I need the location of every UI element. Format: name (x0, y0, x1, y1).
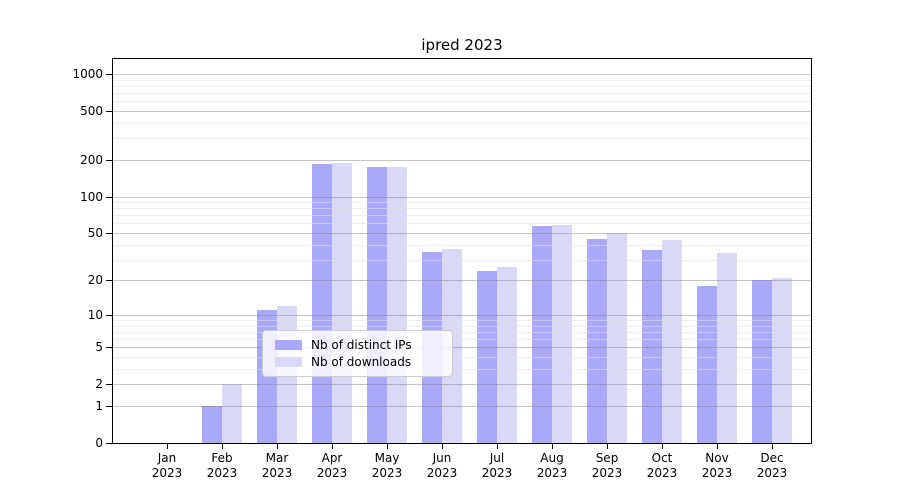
x-tick-label-aug: Aug 2023 (536, 451, 568, 480)
x-tick-label-oct: Oct 2023 (646, 451, 678, 480)
bar-distinct-ips-nov (697, 285, 717, 443)
x-tick-label-mar: Mar 2023 (261, 451, 293, 480)
y-tick-label: 0 (95, 436, 103, 450)
x-tick-mark (277, 444, 278, 449)
x-tick-label-apr: Apr 2023 (316, 451, 348, 480)
legend-item-distinct-ips: Nb of distinct IPs (275, 338, 442, 352)
minor-gridline (113, 93, 811, 94)
minor-gridline (113, 331, 811, 333)
legend-item-downloads: Nb of downloads (275, 355, 442, 369)
y-tick-label: 20 (87, 273, 103, 288)
y-tick-mark (106, 196, 113, 198)
y-tick-mark (106, 384, 113, 386)
x-tick-label-may: May 2023 (371, 451, 403, 480)
major-gridline (113, 159, 811, 161)
minor-gridline (113, 101, 811, 103)
minor-gridline (113, 215, 811, 217)
minor-gridline (113, 325, 811, 327)
minor-gridline (113, 369, 811, 370)
minor-gridline (113, 85, 811, 87)
major-gridline (113, 196, 811, 198)
y-tick-mark (106, 233, 113, 234)
minor-gridline (113, 202, 811, 204)
x-tick-mark (662, 444, 663, 449)
x-tick-mark (387, 444, 388, 449)
y-tick-mark (106, 159, 113, 161)
y-tick-label: 100 (80, 189, 103, 204)
x-tick-label-dec: Dec 2023 (756, 451, 788, 480)
y-tick-mark (106, 347, 113, 349)
major-gridline (113, 110, 811, 112)
x-tick-label-sep: Sep 2023 (591, 451, 623, 480)
minor-gridline (113, 223, 811, 225)
bar-distinct-ips-aug (532, 226, 552, 443)
bar-distinct-ips-feb (202, 406, 222, 443)
minor-gridline (113, 244, 811, 246)
y-tick-mark (106, 443, 113, 444)
x-tick-mark (717, 444, 718, 449)
major-gridline (113, 233, 811, 234)
x-tick-mark (607, 444, 608, 449)
x-tick-label-jan: Jan 2023 (151, 451, 183, 480)
major-gridline (113, 384, 811, 386)
x-tick-mark (167, 444, 168, 449)
major-gridline (113, 74, 811, 75)
legend: Nb of distinct IPs Nb of downloads (262, 330, 453, 377)
x-tick-label-jul: Jul 2023 (481, 451, 513, 480)
x-tick-mark (772, 444, 773, 449)
bar-distinct-ips-oct (642, 250, 662, 443)
y-tick-mark (106, 74, 113, 75)
y-tick-label: 2 (95, 377, 103, 392)
x-tick-mark (552, 444, 553, 449)
y-tick-label: 1 (95, 399, 103, 413)
major-gridline (113, 347, 811, 349)
x-tick-mark (442, 444, 443, 449)
minor-gridline (113, 79, 811, 81)
minor-gridline (113, 122, 811, 124)
x-tick-mark (222, 444, 223, 449)
y-tick-label: 50 (87, 226, 103, 240)
bar-distinct-ips-sep (587, 238, 607, 443)
plot-area (113, 59, 811, 443)
bar-downloads-oct (662, 239, 682, 443)
minor-gridline (113, 320, 811, 321)
x-tick-mark (497, 444, 498, 449)
major-gridline (113, 406, 811, 407)
minor-gridline (113, 339, 811, 341)
y-tick-mark (106, 110, 113, 112)
y-tick-mark (106, 314, 113, 316)
bar-distinct-ips-apr (312, 163, 332, 443)
y-tick-label: 10 (87, 307, 103, 322)
legend-swatch-distinct-ips (275, 339, 302, 350)
y-tick-label: 5 (95, 340, 103, 355)
chart-title: ipred 2023 (421, 36, 503, 54)
major-gridline (113, 314, 811, 316)
x-tick-label-jun: Jun 2023 (426, 451, 458, 480)
major-gridline (113, 280, 811, 282)
x-tick-mark (332, 444, 333, 449)
bar-downloads-dec (772, 277, 792, 443)
x-tick-label-nov: Nov 2023 (701, 451, 733, 480)
y-tick-label: 1000 (72, 67, 103, 81)
bar-downloads-feb (222, 384, 242, 443)
bar-distinct-ips-dec (752, 280, 772, 443)
minor-gridline (113, 259, 811, 261)
y-tick-mark (106, 406, 113, 407)
minor-gridline (113, 208, 811, 210)
bar-downloads-apr (332, 162, 352, 443)
legend-label-distinct-ips: Nb of distinct IPs (311, 337, 412, 352)
bar-downloads-aug (552, 225, 572, 443)
y-tick-mark (106, 280, 113, 282)
legend-label-downloads: Nb of downloads (311, 355, 412, 370)
minor-gridline (113, 138, 811, 140)
bar-downloads-sep (607, 233, 627, 443)
x-tick-label-feb: Feb 2023 (206, 451, 238, 480)
bar-downloads-nov (717, 253, 737, 443)
y-tick-label: 500 (80, 103, 103, 118)
y-tick-label: 200 (80, 152, 103, 167)
minor-gridline (113, 357, 811, 358)
legend-swatch-downloads (275, 357, 302, 368)
bar-downloads-jul (497, 267, 517, 443)
